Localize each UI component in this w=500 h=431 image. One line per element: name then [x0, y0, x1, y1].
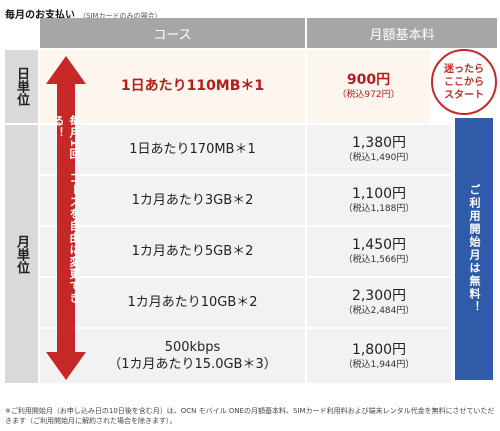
page-title: 毎月のお支払い [5, 10, 75, 21]
price-tax: （税込1,188円） [343, 204, 415, 214]
course-name: 500kbps [164, 340, 221, 355]
plan-row-5gb: 1カ月あたり5GB＊2 1,450円 （税込1,566円） [40, 227, 497, 276]
plan-row-500kbps: 500kbps （1カ月あたり15.0GB＊3） 1,800円 （税込1,944… [40, 329, 497, 383]
title-note: （SIMカードのみの場合） [79, 12, 162, 20]
price-cell: 1,450円 （税込1,566円） [307, 227, 451, 276]
course-name-detail: （1カ月あたり15.0GB＊3） [108, 357, 277, 372]
price-value: 1,100円 [351, 186, 407, 202]
start-here-badge: 迷ったら ここから スタート [431, 49, 497, 115]
price-cell: 1,380円 （税込1,490円） [307, 125, 451, 174]
free-first-month-banner: ご利用開始月は無料！ [455, 118, 493, 380]
course-cell: 1日あたり110MB＊1 [40, 50, 305, 123]
price-tax: （税込1,566円） [343, 255, 415, 265]
plan-row-110mb: 1日あたり110MB＊1 900円 （税込972円） [40, 50, 497, 123]
course-cell: 1日あたり170MB＊1 [40, 125, 305, 174]
course-name: 1日あたり170MB＊1 [129, 142, 256, 157]
price-tax: （税込972円） [337, 90, 400, 100]
badge-line: スタート [444, 89, 484, 101]
course-name: 1カ月あたり3GB＊2 [131, 193, 254, 208]
plan-row-3gb: 1カ月あたり3GB＊2 1,100円 （税込1,188円） [40, 176, 497, 225]
monthly-unit-label: 月単位 [5, 125, 38, 383]
price-cell: 900円 （税込972円） [307, 50, 430, 123]
price-value: 1,380円 [351, 135, 407, 151]
course-cell: 1カ月あたり10GB＊2 [40, 278, 305, 327]
price-tax: （税込2,484円） [343, 306, 415, 316]
price-value: 2,300円 [351, 288, 407, 304]
course-name: 1日あたり110MB＊1 [120, 78, 265, 94]
price-value: 1,450円 [351, 237, 407, 253]
plan-row-170mb: 1日あたり170MB＊1 1,380円 （税込1,490円） [40, 125, 497, 174]
price-tax: （税込1,944円） [343, 359, 415, 370]
badge-line: ここから [444, 76, 484, 88]
page-title-row: 毎月のお支払い （SIMカードのみの場合） [5, 3, 162, 21]
arrow-caption: 毎月1回、コースを自由に変更できる！ [52, 115, 81, 304]
price-tax: （税込1,490円） [343, 153, 415, 163]
daily-unit-text: 日単位 [14, 67, 29, 106]
course-cell: 1カ月あたり3GB＊2 [40, 176, 305, 225]
price-value: 900円 [346, 72, 391, 88]
badge-line: 迷ったら [444, 63, 484, 75]
course-column-header: コース [40, 18, 305, 48]
plan-row-10gb: 1カ月あたり10GB＊2 2,300円 （税込2,484円） [40, 278, 497, 327]
price-cell: 1,100円 （税込1,188円） [307, 176, 451, 225]
course-cell: 1カ月あたり5GB＊2 [40, 227, 305, 276]
monthly-unit-text: 月単位 [14, 234, 29, 274]
course-name: 1カ月あたり5GB＊2 [131, 244, 254, 259]
price-cell: 2,300円 （税込2,484円） [307, 278, 451, 327]
double-arrow-icon [46, 56, 86, 380]
footnote: ※ご利用開始月（お申し込み日の10日後を含む月）は、OCN モバイル ONEの月… [5, 407, 495, 425]
price-value: 1,800円 [351, 341, 407, 358]
price-cell: 1,800円 （税込1,944円） [307, 329, 451, 383]
course-cell: 500kbps （1カ月あたり15.0GB＊3） [40, 329, 305, 383]
price-column-header: 月額基本料 [307, 18, 497, 48]
daily-unit-label: 日単位 [5, 50, 38, 123]
course-name: 1カ月あたり10GB＊2 [127, 295, 258, 310]
